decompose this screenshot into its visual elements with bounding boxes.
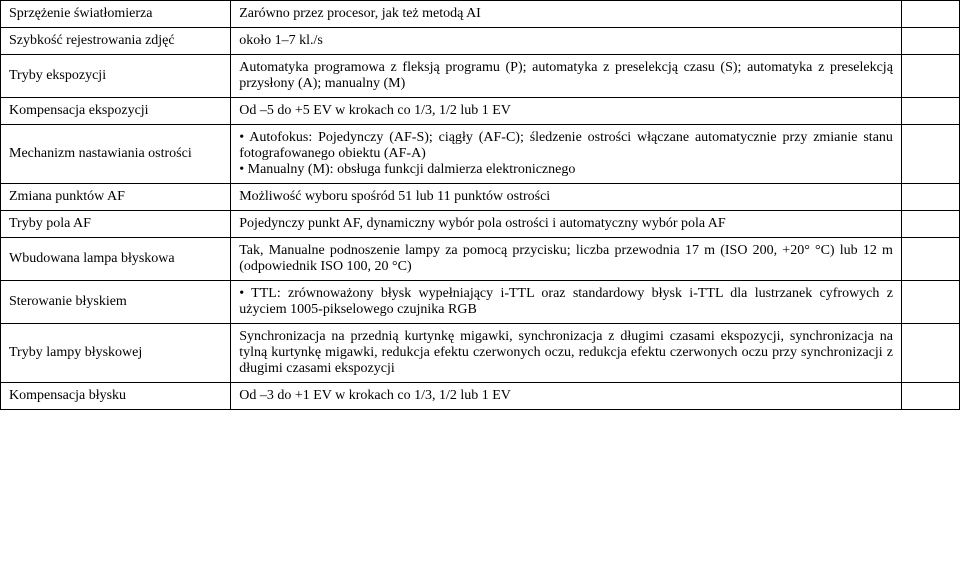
spec-empty bbox=[901, 383, 959, 410]
spec-label: Mechanizm nastawiania ostrości bbox=[1, 125, 231, 184]
spec-value: około 1–7 kl./s bbox=[231, 28, 902, 55]
spec-value: Pojedynczy punkt AF, dynamiczny wybór po… bbox=[231, 211, 902, 238]
spec-label: Zmiana punktów AF bbox=[1, 184, 231, 211]
spec-empty bbox=[901, 28, 959, 55]
table-row: Sterowanie błyskiem• TTL: zrównoważony b… bbox=[1, 281, 960, 324]
spec-label: Kompensacja ekspozycji bbox=[1, 98, 231, 125]
spec-empty bbox=[901, 125, 959, 184]
spec-label: Tryby ekspozycji bbox=[1, 55, 231, 98]
spec-label: Wbudowana lampa błyskowa bbox=[1, 238, 231, 281]
table-row: Kompensacja ekspozycjiOd –5 do +5 EV w k… bbox=[1, 98, 960, 125]
spec-label: Tryby lampy błyskowej bbox=[1, 324, 231, 383]
spec-empty bbox=[901, 55, 959, 98]
table-row: Wbudowana lampa błyskowaTak, Manualne po… bbox=[1, 238, 960, 281]
spec-empty bbox=[901, 1, 959, 28]
spec-value: Synchronizacja na przednią kurtynkę miga… bbox=[231, 324, 902, 383]
spec-value: • Autofokus: Pojedynczy (AF-S); ciągły (… bbox=[231, 125, 902, 184]
spec-label: Sprzężenie światłomierza bbox=[1, 1, 231, 28]
table-row: Tryby lampy błyskowejSynchronizacja na p… bbox=[1, 324, 960, 383]
spec-value: Zarówno przez procesor, jak też metodą A… bbox=[231, 1, 902, 28]
spec-value: Od –5 do +5 EV w krokach co 1/3, 1/2 lub… bbox=[231, 98, 902, 125]
spec-empty bbox=[901, 238, 959, 281]
spec-empty bbox=[901, 324, 959, 383]
spec-empty bbox=[901, 281, 959, 324]
spec-value: Możliwość wyboru spośród 51 lub 11 punkt… bbox=[231, 184, 902, 211]
spec-empty bbox=[901, 211, 959, 238]
spec-table: Sprzężenie światłomierzaZarówno przez pr… bbox=[0, 0, 960, 410]
spec-value: Od –3 do +1 EV w krokach co 1/3, 1/2 lub… bbox=[231, 383, 902, 410]
table-row: Sprzężenie światłomierzaZarówno przez pr… bbox=[1, 1, 960, 28]
spec-label: Sterowanie błyskiem bbox=[1, 281, 231, 324]
spec-value: Automatyka programowa z fleksją programu… bbox=[231, 55, 902, 98]
table-row: Kompensacja błyskuOd –3 do +1 EV w kroka… bbox=[1, 383, 960, 410]
spec-label: Kompensacja błysku bbox=[1, 383, 231, 410]
spec-value: Tak, Manualne podnoszenie lampy za pomoc… bbox=[231, 238, 902, 281]
table-row: Zmiana punktów AFMożliwość wyboru spośró… bbox=[1, 184, 960, 211]
table-row: Mechanizm nastawiania ostrości• Autofoku… bbox=[1, 125, 960, 184]
spec-value: • TTL: zrównoważony błysk wypełniający i… bbox=[231, 281, 902, 324]
spec-empty bbox=[901, 184, 959, 211]
table-row: Tryby ekspozycjiAutomatyka programowa z … bbox=[1, 55, 960, 98]
table-row: Szybkość rejestrowania zdjęćokoło 1–7 kl… bbox=[1, 28, 960, 55]
spec-empty bbox=[901, 98, 959, 125]
table-row: Tryby pola AFPojedynczy punkt AF, dynami… bbox=[1, 211, 960, 238]
spec-label: Tryby pola AF bbox=[1, 211, 231, 238]
spec-label: Szybkość rejestrowania zdjęć bbox=[1, 28, 231, 55]
